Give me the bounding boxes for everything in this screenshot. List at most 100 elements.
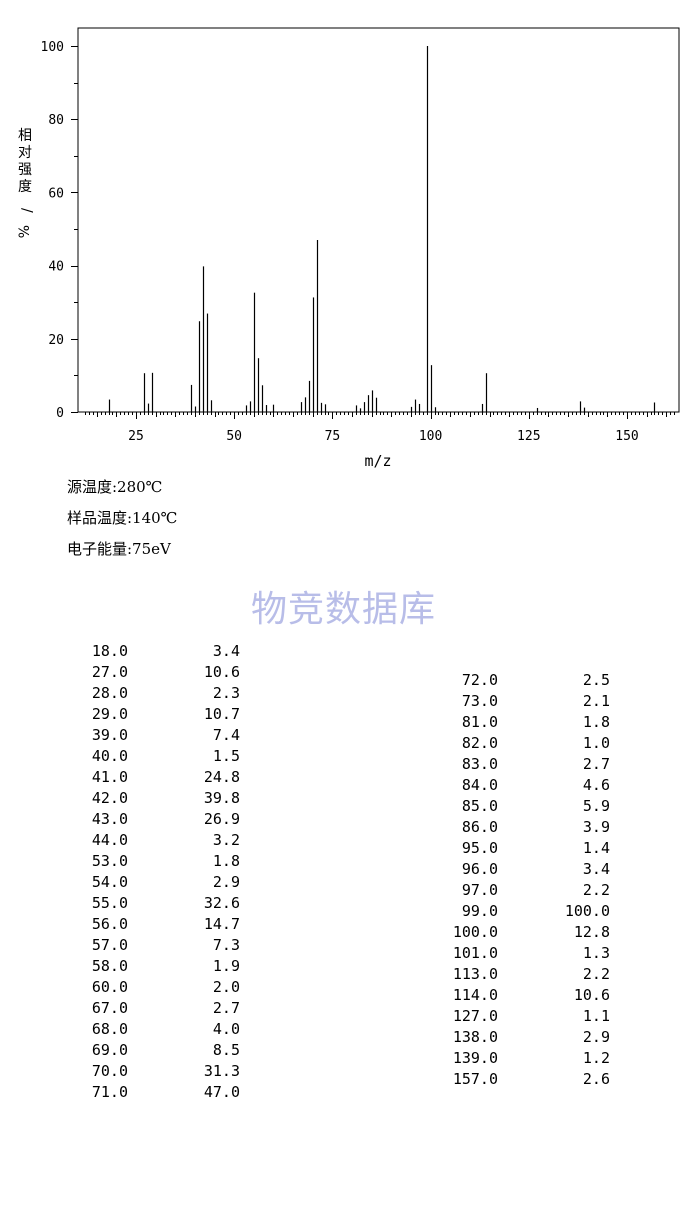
peak-mz: 113.0	[452, 965, 498, 983]
x-tick-label: 25	[128, 429, 144, 444]
peak-abundance: 2.5	[582, 671, 610, 689]
peak-mz: 39.0	[91, 726, 128, 744]
peak-row: 100.0 12.8	[370, 922, 610, 943]
peak-mz: 29.0	[91, 705, 128, 723]
peak-mz: 44.0	[91, 831, 128, 849]
peak-abundance: 14.7	[203, 915, 240, 933]
peak-abundance: 12.8	[573, 923, 610, 941]
peak-row: 157.0 2.6	[370, 1069, 610, 1090]
y-axis-label: 相对强度/%	[14, 128, 34, 238]
peak-row: 81.0 1.8	[370, 712, 610, 733]
peak-row: 43.0 26.9	[0, 809, 240, 830]
peak-mz: 54.0	[91, 873, 128, 891]
peak-abundance: 2.7	[582, 755, 610, 773]
peak-row: 97.0 2.2	[370, 880, 610, 901]
peak-abundance: 2.7	[212, 999, 240, 1017]
peak-abundance: 1.4	[582, 839, 610, 857]
peak-abundance: 2.9	[212, 873, 240, 891]
peak-mz: 40.0	[91, 747, 128, 765]
peak-table-left: 18.0 3.4 27.0 10.6 28.0 2.3 29.0 10.7 39.0 7.4 40.…	[0, 641, 240, 1103]
peak-mz: 114.0	[452, 986, 498, 1004]
y-tick-label: 60	[48, 186, 64, 201]
y-tick-label: 0	[56, 406, 64, 421]
peak-mz: 73.0	[461, 692, 498, 710]
peak-abundance: 2.2	[582, 881, 610, 899]
peak-mz: 139.0	[452, 1049, 498, 1067]
peak-mz: 41.0	[91, 768, 128, 786]
y-tick-label: 80	[48, 113, 64, 128]
peak-abundance: 7.4	[212, 726, 240, 744]
peak-row: 69.0 8.5	[0, 1040, 240, 1061]
peak-row: 67.0 2.7	[0, 998, 240, 1019]
peak-abundance: 7.3	[212, 936, 240, 954]
peak-row: 82.0 1.0	[370, 733, 610, 754]
source-temperature: 源温度:280℃	[67, 478, 163, 496]
y-tick-label: 20	[48, 333, 64, 348]
peak-abundance: 32.6	[203, 894, 240, 912]
sample-temperature: 样品温度:140℃	[67, 509, 178, 527]
peak-row: 72.0 2.5	[370, 670, 610, 691]
peak-abundance: 1.9	[212, 957, 240, 975]
peak-mz: 99.0	[461, 902, 498, 920]
peak-mz: 56.0	[91, 915, 128, 933]
peak-abundance: 3.4	[212, 642, 240, 660]
peak-abundance: 1.1	[582, 1007, 610, 1025]
peak-mz: 69.0	[91, 1041, 128, 1059]
peak-abundance: 2.0	[212, 978, 240, 996]
peak-row: 68.0 4.0	[0, 1019, 240, 1040]
peak-abundance: 3.9	[582, 818, 610, 836]
peak-abundance: 1.0	[582, 734, 610, 752]
peak-row: 83.0 2.7	[370, 754, 610, 775]
peak-abundance: 8.5	[212, 1041, 240, 1059]
peak-mz: 81.0	[461, 713, 498, 731]
peak-mz: 101.0	[452, 944, 498, 962]
peak-row: 127.0 1.1	[370, 1006, 610, 1027]
peak-mz: 82.0	[461, 734, 498, 752]
peak-row: 73.0 2.1	[370, 691, 610, 712]
peak-abundance: 10.7	[203, 705, 240, 723]
peak-mz: 83.0	[461, 755, 498, 773]
peak-abundance: 24.8	[203, 768, 240, 786]
peak-mz: 96.0	[461, 860, 498, 878]
y-tick-label: 40	[48, 260, 64, 275]
peak-abundance: 2.9	[582, 1028, 610, 1046]
peak-abundance: 47.0	[203, 1083, 240, 1101]
peak-mz: 70.0	[91, 1062, 128, 1080]
peak-abundance: 10.6	[573, 986, 610, 1004]
peak-mz: 68.0	[91, 1020, 128, 1038]
peak-row: 42.0 39.8	[0, 788, 240, 809]
peak-abundance: 1.2	[582, 1049, 610, 1067]
peak-abundance: 2.6	[582, 1070, 610, 1088]
peak-mz: 71.0	[91, 1083, 128, 1101]
peak-row: 28.0 2.3	[0, 683, 240, 704]
mass-spectrum-chart: 25 50 75 100 125 150 0 20 40 60 80 100 m/z 相对强度/%	[14, 27, 680, 470]
peak-row: 85.0 5.9	[370, 796, 610, 817]
peak-row: 60.0 2.0	[0, 977, 240, 998]
peak-abundance: 5.9	[582, 797, 610, 815]
peak-abundance: 1.8	[212, 852, 240, 870]
peak-mz: 84.0	[461, 776, 498, 794]
peak-row: 27.0 10.6	[0, 662, 240, 683]
peak-row: 57.0 7.3	[0, 935, 240, 956]
peak-abundance: 2.2	[582, 965, 610, 983]
peak-mz: 86.0	[461, 818, 498, 836]
watermark: 物竞数据库	[250, 589, 436, 630]
peak-abundance: 4.0	[212, 1020, 240, 1038]
peak-abundance: 3.4	[582, 860, 610, 878]
peak-mz: 127.0	[452, 1007, 498, 1025]
peak-abundance: 100.0	[564, 902, 610, 920]
peak-row: 86.0 3.9	[370, 817, 610, 838]
peak-row: 58.0 1.9	[0, 956, 240, 977]
x-tick-label: 125	[517, 429, 540, 444]
peak-abundance: 39.8	[203, 789, 240, 807]
peak-mz: 157.0	[452, 1070, 498, 1088]
peak-row: 29.0 10.7	[0, 704, 240, 725]
peak-abundance: 26.9	[203, 810, 240, 828]
peak-abundance: 3.2	[212, 831, 240, 849]
peak-mz: 55.0	[91, 894, 128, 912]
x-tick-label: 150	[615, 429, 638, 444]
peak-mz: 100.0	[452, 923, 498, 941]
peak-table-right: 72.0 2.5 73.0 2.1 81.0 1.8 82.0 1.0 83.0 2.7 84.0 4…	[370, 670, 610, 1090]
peak-mz: 58.0	[91, 957, 128, 975]
electron-energy: 电子能量:75eV	[67, 540, 171, 558]
